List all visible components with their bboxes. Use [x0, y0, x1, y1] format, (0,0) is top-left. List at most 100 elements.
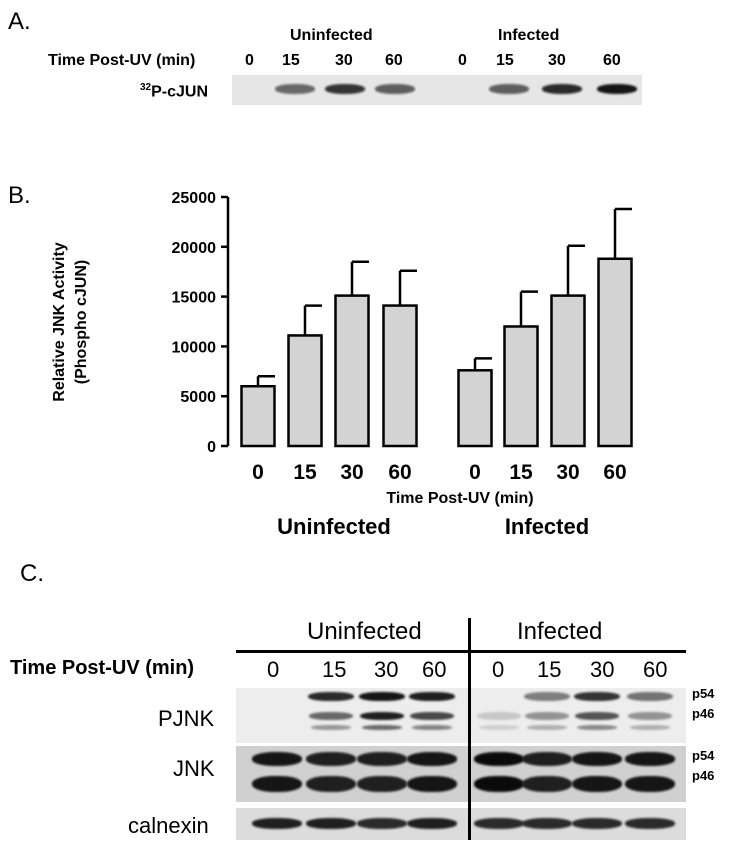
jnk-p46-band [357, 776, 407, 792]
y-tick-label: 20000 [172, 240, 217, 257]
panel-c-row-label: Time Post-UV (min) [10, 657, 195, 679]
panel-c-lane-0: 0 [267, 657, 280, 682]
panel-c-header-rule [236, 650, 686, 653]
panel-a-cjun-blot [232, 75, 642, 105]
x-tick-label: 15 [509, 461, 533, 484]
bar [287, 334, 323, 448]
pjnk-marker-p54: p54 [692, 686, 715, 701]
bar [597, 257, 633, 448]
panel-a-lane-60-inf: 60 [603, 52, 621, 69]
pjnk-p54-band [627, 692, 673, 701]
pjnk-p54-band [359, 692, 405, 701]
panel-c-lane-30: 30 [374, 657, 399, 682]
pjnk-lower-band [412, 725, 452, 730]
jnk-p46-band [625, 776, 675, 792]
panel-c-group-uninfected: Uninfected [307, 618, 422, 645]
calnexin-band [625, 818, 675, 829]
jnk-p46-band [572, 776, 622, 792]
calnexin-band [522, 818, 572, 829]
y-axis-label-line1: Relative JNK Activity [51, 242, 68, 402]
pjnk-p46-band [477, 712, 521, 720]
x-tick-label: 15 [293, 461, 317, 484]
x-axis-label: Time Post-UV (min) [386, 490, 533, 507]
jnk-p46-band [522, 776, 572, 792]
y-tick-label: 0 [207, 439, 216, 456]
panel-a-group-uninfected: Uninfected [290, 27, 373, 44]
pjnk-lower-band [577, 725, 617, 730]
panel-a-lane-0-inf: 0 [458, 52, 467, 69]
jnk-p54-band [357, 752, 407, 766]
panel-c-divider [468, 618, 471, 840]
bar [382, 304, 418, 448]
panel-c-group-infected: Infected [517, 618, 603, 645]
panel-a-lane-15: 15 [282, 52, 300, 69]
panel-a-lane-30: 30 [335, 52, 353, 69]
jnk-p54-band [572, 752, 622, 766]
cjun-band [489, 84, 529, 94]
cjun-band [275, 84, 315, 94]
x-tick-label: 60 [388, 461, 411, 484]
panel-c-lane-0-inf: 0 [492, 657, 505, 682]
x-tick-label: 30 [556, 461, 579, 484]
panel-c-row-jnk: JNK [173, 756, 215, 781]
panel-a-group-infected: Infected [498, 27, 560, 44]
pjnk-p54-band [574, 692, 620, 701]
panel-c-calnexin-blot [236, 808, 686, 840]
jnk-p54-band [474, 752, 524, 766]
panel-c-jnk-blot [236, 746, 686, 802]
calnexin-band [474, 818, 524, 829]
panel-c-row-calnexin: calnexin [128, 813, 209, 838]
jnk-p54-band [306, 752, 356, 766]
panel-a-blot-label: 32P-cJUN [140, 82, 208, 101]
pjnk-p46-band [309, 712, 353, 720]
panel-c-lane-15: 15 [322, 657, 347, 682]
pjnk-p54-band [409, 692, 455, 701]
panel-a-label: A. [8, 8, 31, 35]
panel-c-label: C. [20, 560, 44, 587]
bar [457, 369, 493, 448]
pjnk-p46-band [628, 712, 672, 720]
panel-a-lane-15-inf: 15 [496, 52, 514, 69]
pjnk-p54-band [524, 692, 570, 701]
x-tick-label: 30 [340, 461, 363, 484]
group-label-uninfected: Uninfected [277, 514, 391, 539]
bar [550, 294, 586, 448]
panel-c-pjnk-blot [236, 688, 686, 743]
x-tick-label: 60 [603, 461, 626, 484]
jnk-p46-band [407, 776, 457, 792]
calnexin-band [572, 818, 622, 829]
pjnk-lower-band [630, 725, 670, 730]
y-tick-label: 10000 [172, 339, 217, 356]
group-label-infected: Infected [505, 514, 589, 539]
bar [240, 384, 276, 448]
panel-c-lane-60-inf: 60 [643, 657, 668, 682]
calnexin-band [357, 818, 407, 829]
panel-c-lane-30-inf: 30 [590, 657, 615, 682]
cjun-band [542, 84, 582, 94]
jnk-p46-band [306, 776, 356, 792]
y-tick-label: 5000 [180, 389, 216, 406]
jnk-p54-band [522, 752, 572, 766]
panel-c-row-pjnk: PJNK [158, 706, 215, 731]
cjun-band [325, 84, 365, 94]
panel-b-bar-chart: 0 5000 10000 15000 20000 25000 Relative JNK Ac… [51, 190, 633, 539]
y-tick-label: 25000 [172, 190, 217, 207]
panel-a-lane-30-inf: 30 [548, 52, 566, 69]
panel-a-blot-label-text: P-cJUN [151, 83, 209, 101]
pjnk-p46-band [575, 712, 619, 720]
x-tick-label: 0 [252, 461, 264, 484]
cjun-band [375, 84, 415, 94]
panel-c-lane-15-inf: 15 [537, 657, 562, 682]
pjnk-p46-band [410, 712, 454, 720]
pjnk-lower-band [527, 725, 567, 730]
cjun-band [597, 84, 637, 94]
panel-c-lane-60: 60 [422, 657, 447, 682]
bar [334, 294, 370, 448]
pjnk-lower-band [311, 725, 351, 730]
jnk-marker-p54: p54 [692, 748, 715, 763]
x-tick-label: 0 [469, 461, 481, 484]
calnexin-band [407, 818, 457, 829]
pjnk-lower-band [479, 725, 519, 730]
jnk-p46-band [252, 776, 302, 792]
pjnk-lower-band [362, 725, 402, 730]
